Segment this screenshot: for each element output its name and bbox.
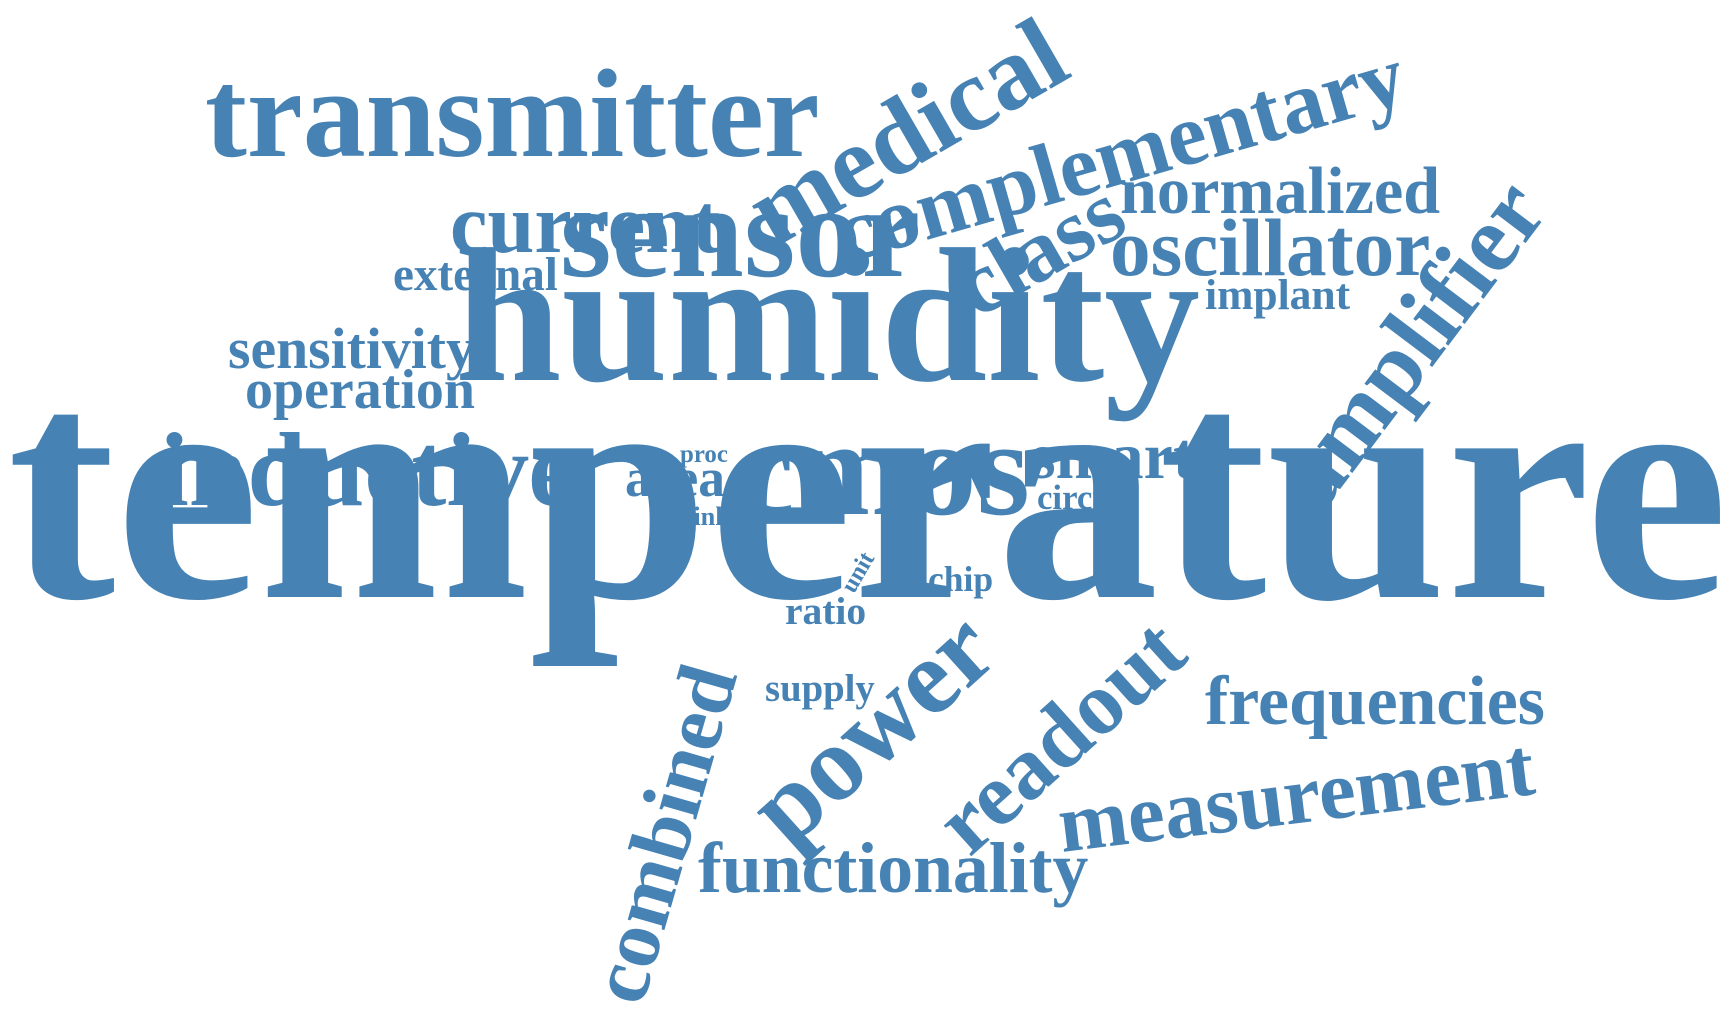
word-oscillator: oscillator — [1110, 202, 1431, 293]
word-external: external — [393, 248, 558, 301]
word-sensor: sensor — [560, 158, 921, 306]
word-cmos: cmos — [733, 392, 1030, 545]
word-functionality: functionality — [698, 828, 1089, 909]
word-area: area — [625, 448, 725, 509]
word-transmitter: transmitter — [205, 44, 820, 184]
word-measurement: measurement — [1052, 719, 1540, 870]
word-normalized: normalized — [1120, 155, 1441, 229]
word-smart: smart — [1030, 420, 1195, 494]
word-ratio: ratio — [785, 589, 867, 634]
word-link: link — [686, 501, 730, 531]
word-current: current — [450, 177, 721, 271]
word-circuit: circuit — [1037, 478, 1133, 518]
word-chip: chip — [928, 558, 994, 599]
word-supply: supply — [765, 666, 875, 710]
word-sensitivity: sensitivity — [228, 318, 475, 381]
word-inductive: inductive — [159, 410, 576, 528]
word-operation: operation — [245, 359, 476, 422]
word-implant: implant — [1205, 270, 1351, 319]
word-proc: proc — [680, 440, 728, 468]
word-temperature: temperature — [7, 309, 1729, 669]
word-frequencies: frequencies — [1205, 662, 1545, 740]
word-humidity: humidity — [455, 210, 1201, 422]
